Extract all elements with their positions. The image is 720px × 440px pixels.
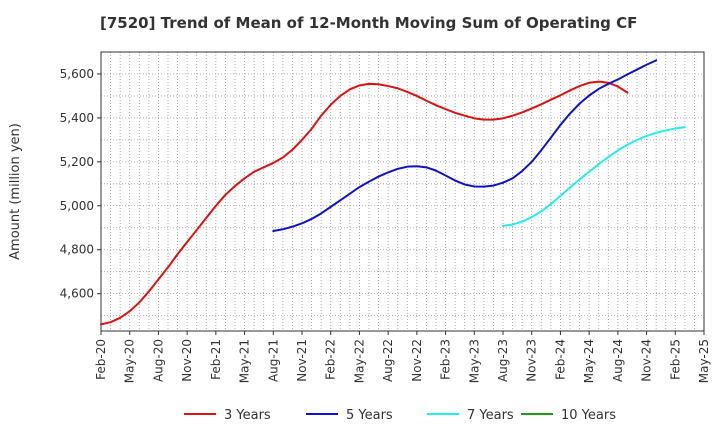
x-tick-label: Aug-23: [496, 339, 510, 382]
y-tick-label: 5,600: [60, 67, 94, 81]
x-tick-label: Aug-22: [381, 339, 395, 382]
x-tick-label: Aug-21: [266, 339, 280, 382]
chart-title: [7520] Trend of Mean of 12-Month Moving …: [100, 14, 637, 32]
legend-label-10-years: 10 Years: [561, 408, 616, 423]
y-axis-label: Amount (million yen): [8, 123, 23, 260]
x-tick-label: Feb-21: [209, 339, 223, 380]
y-tick-label: 5,200: [60, 155, 94, 169]
x-tick-label: Nov-21: [295, 339, 309, 382]
x-tick-label: Nov-20: [180, 339, 194, 382]
series-lines: [100, 59, 686, 326]
y-tick-label: 5,400: [60, 111, 94, 125]
series-line-3-years: [100, 80, 629, 326]
x-tick-label: Feb-20: [94, 339, 108, 380]
y-tick-label: 4,600: [60, 287, 94, 301]
x-tick-label: Aug-24: [611, 339, 625, 382]
legend-label-3-years: 3 Years: [224, 408, 271, 423]
x-tick-label: May-24: [582, 339, 596, 383]
x-tick-label: May-21: [238, 339, 252, 383]
x-axis: Feb-20 May-20 Aug-20 Nov-20 Feb-21 May-21 Aug-…: [94, 331, 711, 383]
x-tick-label: May-25: [697, 339, 711, 383]
x-tick-label: Aug-20: [151, 339, 165, 382]
x-tick-label: Feb-23: [439, 339, 453, 380]
x-tick-label: Feb-25: [668, 339, 682, 380]
x-tick-label: Feb-22: [324, 339, 338, 380]
legend-label-7-years: 7 Years: [467, 408, 514, 423]
y-tick-label: 4,800: [60, 243, 94, 257]
y-axis: 4,600 4,800 5,000 5,200 5,400 5,600: [60, 67, 101, 301]
x-tick-label: Nov-22: [410, 339, 424, 382]
grid: [101, 52, 704, 331]
series-line-7-years: [502, 126, 686, 227]
y-tick-label: 5,000: [60, 199, 94, 213]
x-tick-label: Feb-24: [553, 339, 567, 380]
x-tick-label: May-20: [123, 339, 137, 383]
series-line-5-years: [272, 59, 658, 233]
legend: 3 Years 5 Years 7 Years 10 Years: [184, 408, 616, 423]
x-tick-label: May-23: [467, 339, 481, 383]
legend-label-5-years: 5 Years: [346, 408, 393, 423]
x-tick-label: May-22: [352, 339, 366, 383]
plot-area: [100, 51, 705, 332]
x-tick-label: Nov-23: [525, 339, 539, 382]
x-tick-label: Nov-24: [640, 339, 654, 382]
